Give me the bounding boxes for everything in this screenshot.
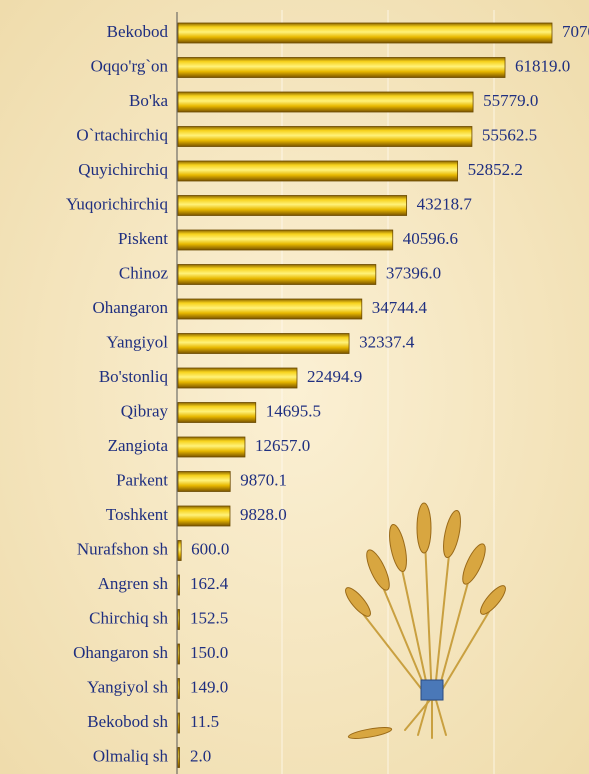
value-label: 152.5 xyxy=(190,608,228,627)
category-label: Chirchiq sh xyxy=(89,608,168,627)
bar xyxy=(177,540,182,561)
value-label: 150.0 xyxy=(190,643,228,662)
category-label: Zangiota xyxy=(108,436,169,455)
category-label: Parkent xyxy=(116,470,168,489)
value-label: 11.5 xyxy=(190,712,219,731)
bar xyxy=(177,195,408,216)
bar xyxy=(177,609,180,630)
bar xyxy=(177,712,180,734)
value-label: 55779.0 xyxy=(483,91,538,110)
bar xyxy=(177,22,553,44)
bar xyxy=(177,160,458,182)
value-label: 12657.0 xyxy=(255,436,310,455)
value-label: 9870.1 xyxy=(240,470,287,489)
value-label: 52852.2 xyxy=(468,160,523,179)
bar xyxy=(177,505,231,527)
value-label: 600.0 xyxy=(191,539,229,558)
bar xyxy=(177,229,394,251)
bar xyxy=(177,747,180,768)
bar xyxy=(177,57,506,78)
bar xyxy=(177,574,180,596)
category-label: Bo'stonliq xyxy=(99,367,169,386)
value-label: 43218.7 xyxy=(417,194,473,213)
wheat-illustration xyxy=(345,502,506,739)
value-label: 32337.4 xyxy=(359,332,415,351)
bar xyxy=(177,402,257,423)
category-label: Angren sh xyxy=(98,574,169,593)
category-label: Yuqorichirchiq xyxy=(66,194,168,213)
category-label: Yangiyol sh xyxy=(87,677,168,696)
category-label: Bekobod xyxy=(107,22,169,41)
value-label: 22494.9 xyxy=(307,367,362,386)
bar xyxy=(177,643,180,665)
category-label: Qibray xyxy=(121,401,169,420)
bar xyxy=(177,333,350,354)
category-label: Piskent xyxy=(118,229,168,248)
value-label: 149.0 xyxy=(190,677,228,696)
category-label: O`rtachirchiq xyxy=(76,125,168,144)
value-label: 162.4 xyxy=(190,574,229,593)
bar xyxy=(177,436,246,458)
category-label: Ohangaron xyxy=(92,298,168,317)
bar xyxy=(177,471,231,492)
category-label: Nurafshon sh xyxy=(77,539,169,558)
category-label: Yangiyol xyxy=(106,332,168,351)
value-label: 2.0 xyxy=(190,746,211,765)
bar xyxy=(177,678,180,699)
bar xyxy=(177,298,363,320)
value-label: 55562.5 xyxy=(482,125,537,144)
value-label: 70700.0 xyxy=(562,22,589,41)
value-label: 9828.0 xyxy=(240,505,287,524)
category-label: Bo'ka xyxy=(129,91,168,110)
bar xyxy=(177,91,474,113)
category-label: Olmaliq sh xyxy=(93,746,169,765)
bar xyxy=(177,126,473,147)
value-label: 37396.0 xyxy=(386,263,441,282)
value-label: 34744.4 xyxy=(372,298,428,317)
category-label: Oqqo'rg`on xyxy=(91,56,169,75)
value-label: 14695.5 xyxy=(266,401,321,420)
category-label: Toshkent xyxy=(106,505,168,524)
category-label: Bekobod sh xyxy=(87,712,168,731)
value-label: 61819.0 xyxy=(515,56,570,75)
bar xyxy=(177,367,298,389)
bar xyxy=(177,264,377,285)
category-label: Chinoz xyxy=(119,263,169,282)
category-label: Ohangaron sh xyxy=(73,643,168,662)
category-label: Quyichirchiq xyxy=(78,160,168,179)
value-label: 40596.6 xyxy=(403,229,458,248)
